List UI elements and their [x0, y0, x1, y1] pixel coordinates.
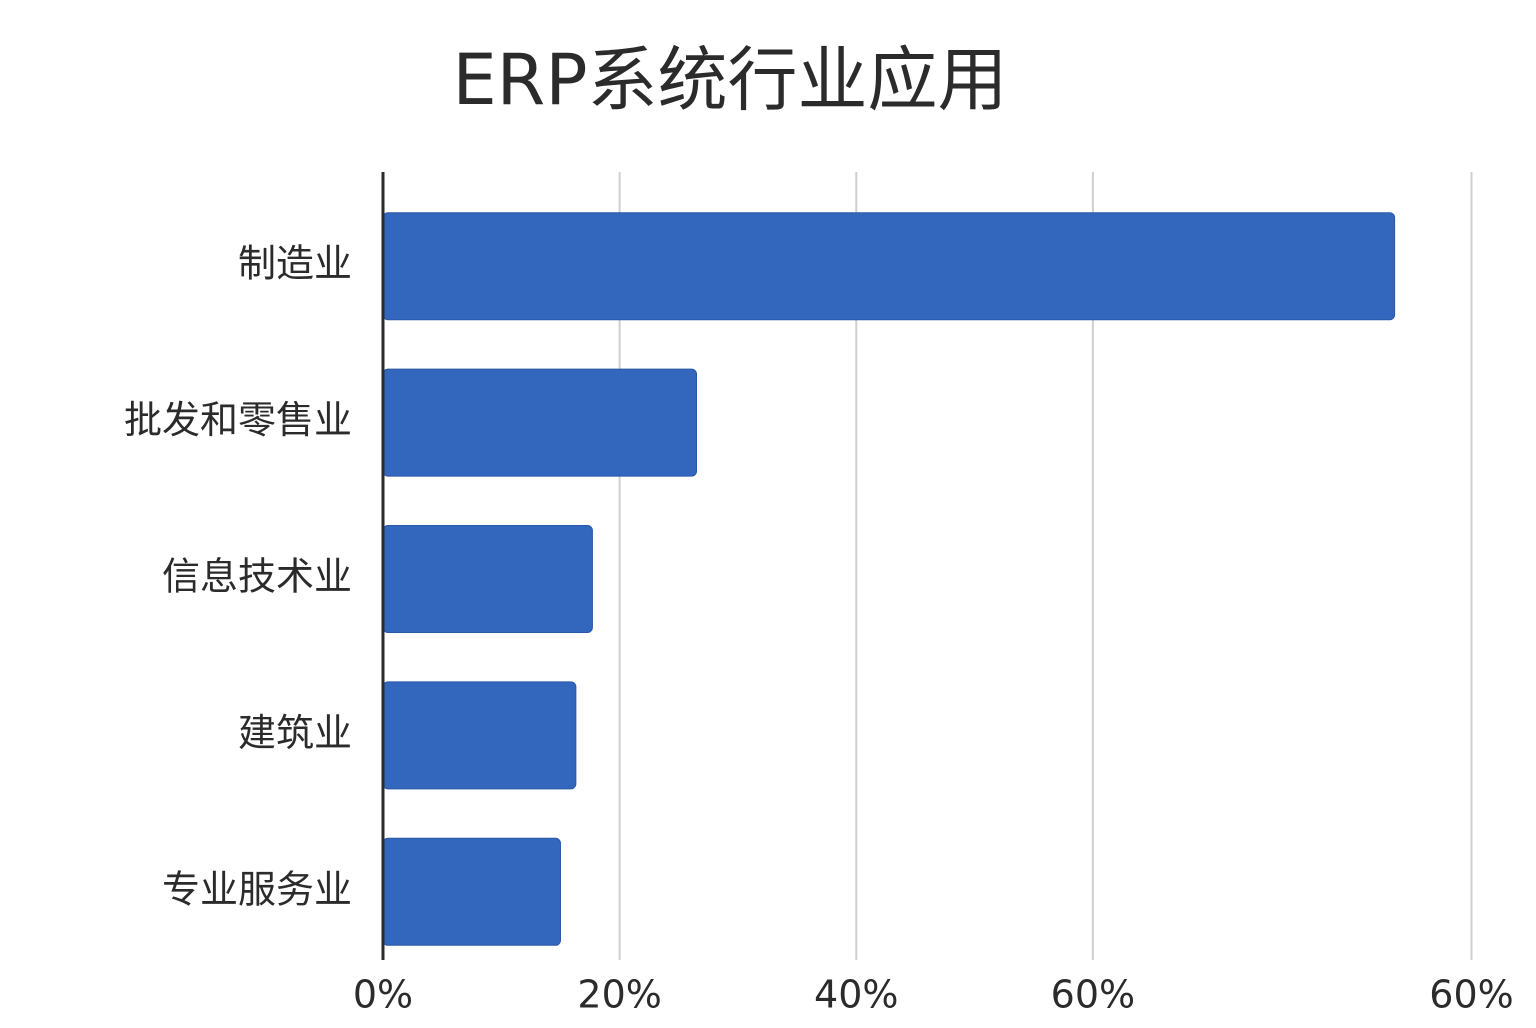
bar [382, 525, 593, 633]
y-tick-label: 制造业 [238, 242, 352, 286]
x-tick-label: 60% [1429, 973, 1513, 1017]
chart-title: ERP系统行业应用 [452, 39, 1007, 121]
y-tick-label: 建筑业 [238, 711, 352, 755]
bar [382, 837, 561, 946]
y-tick-label: 专业服务业 [162, 867, 352, 911]
x-tick-label: 40% [814, 973, 898, 1017]
bar [382, 681, 577, 790]
bar [382, 368, 698, 477]
x-tick-label: 0% [353, 973, 413, 1017]
y-tick-label: 批发和零售业 [124, 398, 352, 442]
x-tick-label: 60% [1051, 973, 1135, 1017]
x-tick-label: 20% [577, 973, 661, 1017]
y-tick-label: 信息技术业 [162, 555, 352, 599]
bar [382, 212, 1396, 321]
